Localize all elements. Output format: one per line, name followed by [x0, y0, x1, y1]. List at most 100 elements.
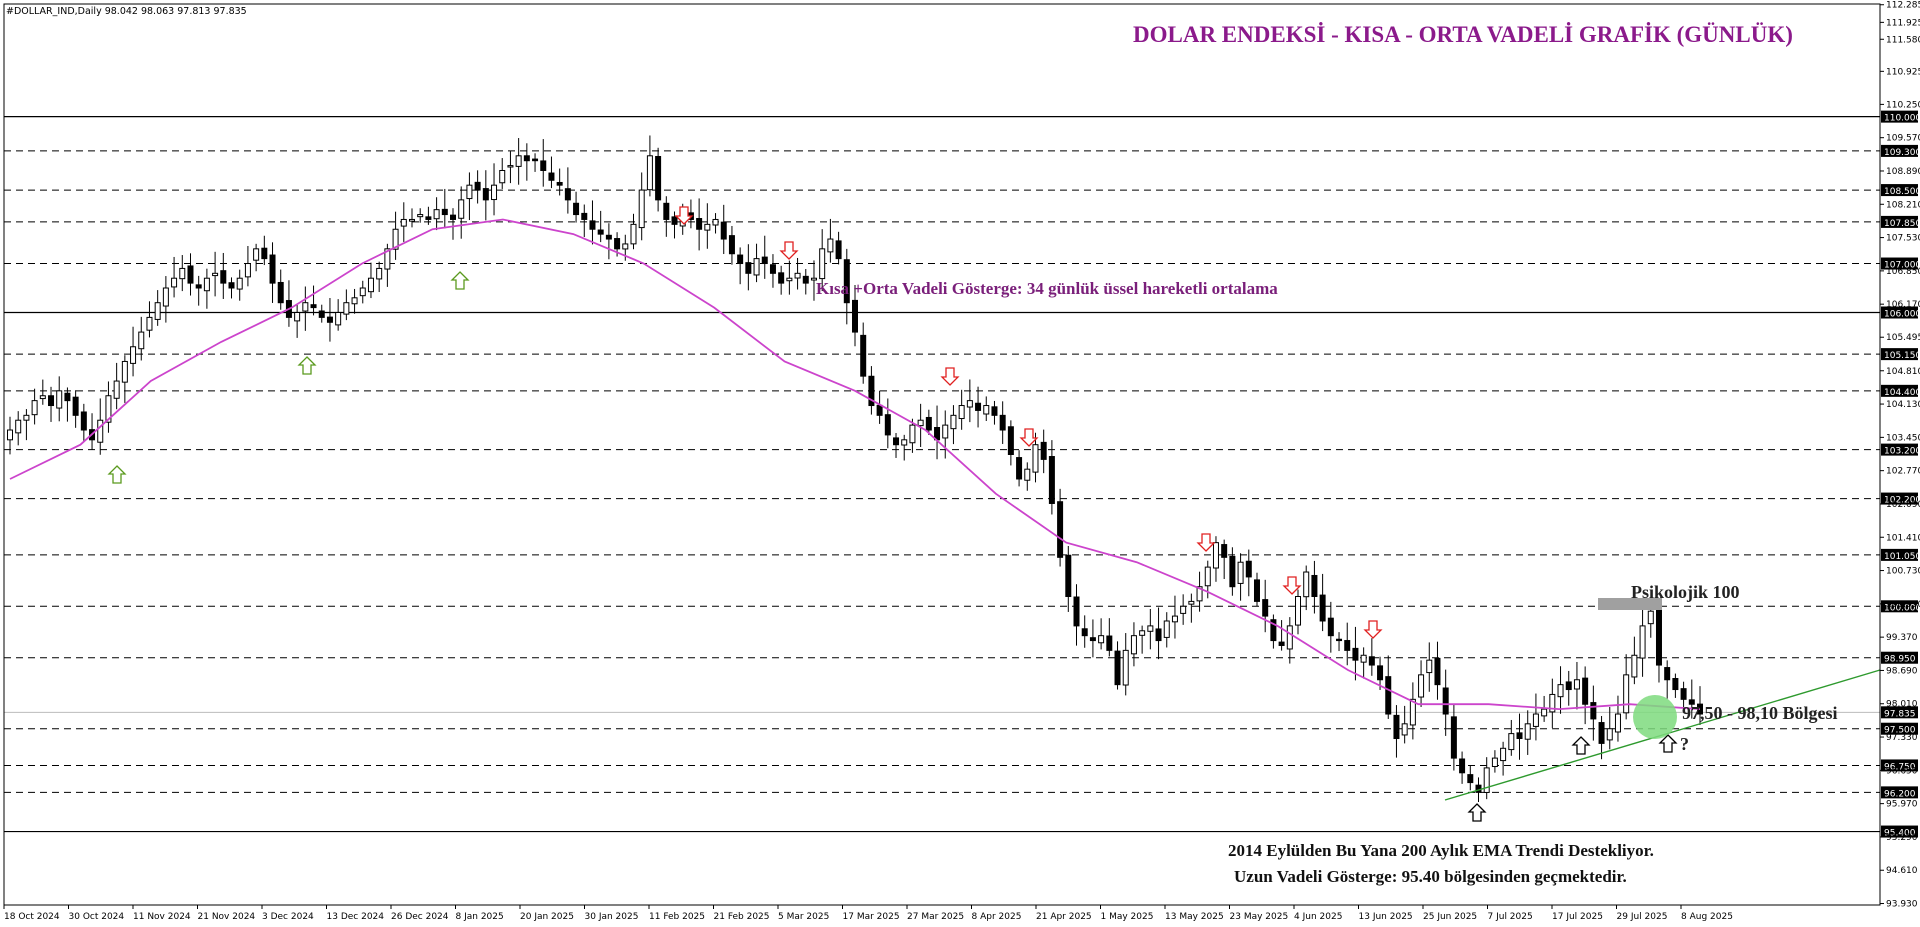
y-tick-label: 112.285: [1886, 1, 1920, 11]
level-label-bg: [1881, 786, 1918, 799]
candle: [1016, 450, 1023, 487]
candle: [794, 257, 801, 290]
candle-body: [1171, 615, 1178, 623]
candle: [458, 186, 465, 239]
candle: [7, 416, 13, 455]
candle: [1426, 642, 1433, 692]
candle: [1065, 545, 1072, 612]
bearish-arrow-icon: [1196, 533, 1216, 552]
candle-body: [310, 304, 317, 309]
candle: [1491, 750, 1498, 773]
candle-body: [835, 240, 842, 260]
level-label-bg: [1881, 492, 1918, 505]
candle: [417, 208, 424, 223]
candle: [1188, 593, 1195, 623]
candle: [720, 204, 727, 255]
candle: [269, 242, 276, 303]
level-label-text: 98.950: [1884, 655, 1916, 665]
candle-body: [466, 184, 473, 200]
x-tick-label: 21 Nov 2024: [198, 912, 256, 922]
candle: [942, 410, 949, 459]
level-label: 107.850: [1881, 215, 1920, 229]
level-label-text: 96.200: [1884, 789, 1916, 799]
candle-body: [105, 395, 112, 423]
candle-body: [1557, 684, 1564, 698]
x-tick-label: 17 Jul 2025: [1552, 912, 1603, 922]
candle-body: [704, 223, 711, 231]
x-tick-label: 7 Jul 2025: [1488, 912, 1533, 922]
candle: [1114, 641, 1121, 690]
question-mark: ?: [1680, 734, 1689, 754]
level-label-text: 96.750: [1884, 762, 1916, 772]
candle: [819, 229, 826, 292]
candle-body: [1377, 665, 1384, 681]
y-tick-label: 106.850: [1886, 267, 1920, 277]
candle-body: [1401, 723, 1408, 736]
candle: [1516, 713, 1523, 760]
candle-body: [146, 316, 153, 331]
level-label: 107.000: [1881, 257, 1920, 271]
candle: [1409, 682, 1416, 740]
candle: [909, 418, 916, 453]
candle: [64, 387, 71, 422]
x-tick-label: 3 Dec 2024: [262, 912, 314, 922]
candle-body: [1598, 722, 1605, 744]
candle-body: [1048, 456, 1055, 504]
arrow-shape: [674, 206, 694, 225]
candle-body: [966, 400, 973, 408]
candle: [564, 167, 571, 214]
candle: [1557, 666, 1564, 714]
candle-body: [138, 331, 145, 350]
candle: [638, 172, 645, 241]
candle: [843, 248, 850, 325]
bullish-arrow-icon: [107, 465, 127, 484]
level-label-text: 97.835: [1884, 709, 1916, 719]
candle-body: [195, 284, 202, 289]
candle-body: [1212, 542, 1219, 569]
candle: [1459, 751, 1466, 784]
y-tick-label: 102.090: [1886, 500, 1920, 510]
candle-body: [408, 218, 415, 222]
candle: [696, 198, 703, 251]
candle: [1639, 606, 1646, 677]
candle-body: [999, 414, 1006, 431]
level-label: 101.050: [1881, 548, 1920, 562]
bullish-arrow-icon: [297, 356, 317, 375]
ema-34-line: [9, 218, 1701, 711]
candle-body: [56, 390, 63, 409]
candle-body: [1606, 728, 1613, 741]
candle-body: [367, 277, 374, 293]
candle-body: [1122, 649, 1129, 686]
candle: [195, 275, 202, 306]
candle: [1171, 595, 1178, 639]
candle-body: [573, 202, 580, 216]
candle-body: [925, 416, 932, 431]
candle: [1418, 660, 1425, 707]
candle-body: [1409, 698, 1416, 726]
candle-body: [556, 181, 563, 186]
candle: [212, 251, 219, 297]
y-tick-label: 104.810: [1886, 367, 1920, 377]
level-label: 102.200: [1881, 492, 1920, 506]
y-tick-label: 99.370: [1886, 633, 1918, 643]
candle-body: [1040, 441, 1047, 460]
candle-body: [1467, 774, 1474, 784]
candle-body: [318, 310, 325, 318]
level-label-bg: [1881, 651, 1918, 664]
candle-body: [64, 392, 71, 402]
candle: [975, 386, 982, 428]
candle: [1614, 695, 1621, 742]
candle-body: [523, 155, 530, 162]
level-label-text: 101.050: [1884, 552, 1920, 562]
candle: [1081, 615, 1088, 648]
candle-body: [1065, 554, 1072, 598]
x-tick-label: 29 Jul 2025: [1617, 912, 1668, 922]
x-tick-label: 18 Oct 2024: [4, 912, 60, 922]
candle-body: [261, 247, 268, 260]
candle-body: [1368, 656, 1375, 666]
candle: [376, 261, 383, 293]
candle: [335, 299, 342, 331]
candle: [203, 268, 210, 309]
candle-body: [326, 316, 333, 323]
